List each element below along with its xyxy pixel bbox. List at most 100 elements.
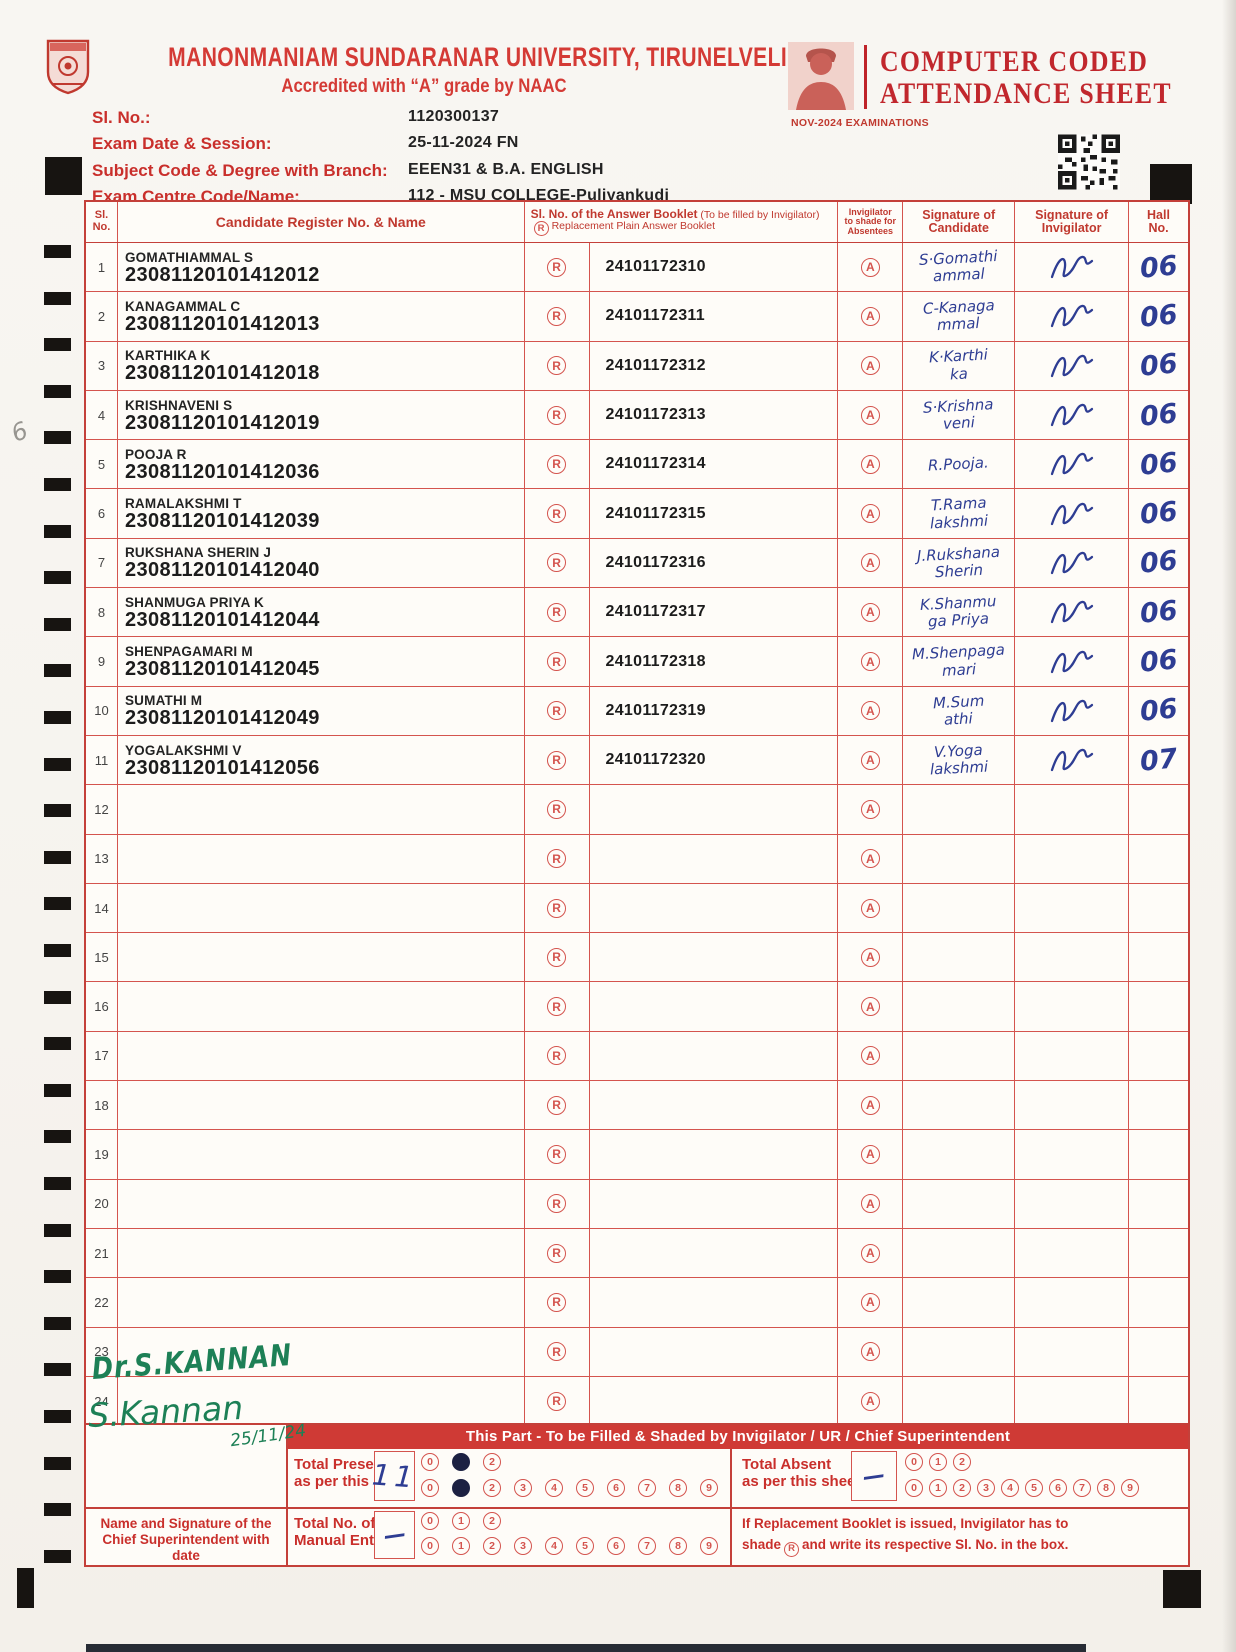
hall-number-cell[interactable]: 06 bbox=[1129, 687, 1188, 735]
candidate-signature[interactable] bbox=[903, 1130, 1016, 1179]
digit-bubble-1[interactable]: 1 bbox=[929, 1453, 947, 1471]
digit-bubble-3[interactable]: 3 bbox=[977, 1479, 995, 1497]
booklet-serial-number[interactable] bbox=[590, 785, 839, 834]
booklet-serial-number[interactable] bbox=[590, 982, 839, 1031]
booklet-serial-number[interactable] bbox=[590, 1327, 839, 1376]
digit-bubble-0[interactable]: 0 bbox=[421, 1453, 439, 1471]
replacement-R-bubble[interactable]: R bbox=[547, 1046, 567, 1066]
booklet-serial-number[interactable]: 24101172317 bbox=[590, 588, 839, 637]
absent-A-bubble[interactable]: A bbox=[860, 701, 880, 721]
absent-A-bubble[interactable]: A bbox=[860, 1292, 880, 1312]
booklet-serial-number[interactable] bbox=[590, 834, 839, 883]
invigilator-signature[interactable] bbox=[1015, 933, 1130, 982]
hall-number-cell[interactable]: 06 bbox=[1129, 637, 1188, 685]
replacement-R-bubble[interactable]: R bbox=[547, 799, 567, 819]
replacement-R-bubble[interactable]: R bbox=[547, 454, 567, 474]
digit-bubble-2[interactable]: 2 bbox=[483, 1453, 501, 1471]
hall-number-cell[interactable] bbox=[1129, 1377, 1188, 1426]
candidate-signature[interactable]: K·Karthi ka bbox=[903, 341, 1016, 390]
absent-A-bubble[interactable]: A bbox=[860, 602, 880, 622]
invigilator-signature[interactable] bbox=[1015, 292, 1130, 341]
replacement-R-bubble[interactable]: R bbox=[547, 997, 567, 1017]
absent-A-bubble[interactable]: A bbox=[860, 504, 880, 524]
digit-bubble-7[interactable]: 7 bbox=[638, 1479, 656, 1497]
hall-number-cell[interactable] bbox=[1129, 1081, 1188, 1129]
candidate-signature[interactable] bbox=[903, 883, 1016, 933]
absent-A-bubble[interactable]: A bbox=[860, 997, 880, 1017]
hall-number-cell[interactable]: 06 bbox=[1129, 588, 1188, 636]
booklet-serial-number[interactable]: 24101172315 bbox=[590, 489, 839, 538]
absent-A-bubble[interactable]: A bbox=[860, 652, 880, 672]
invigilator-signature[interactable] bbox=[1015, 341, 1130, 390]
booklet-serial-number[interactable] bbox=[590, 1130, 839, 1179]
invigilator-signature[interactable] bbox=[1015, 834, 1130, 883]
replacement-R-bubble[interactable]: R bbox=[547, 849, 567, 869]
candidate-signature[interactable] bbox=[903, 1228, 1016, 1278]
candidate-signature[interactable] bbox=[903, 1278, 1016, 1327]
hall-number-cell[interactable] bbox=[1129, 933, 1188, 981]
digit-bubble-1[interactable]: 1 bbox=[929, 1479, 947, 1497]
booklet-serial-number[interactable]: 24101172310 bbox=[590, 243, 839, 292]
candidate-signature[interactable]: M.Sum athi bbox=[903, 686, 1016, 735]
hall-number-cell[interactable]: 06 bbox=[1129, 243, 1188, 291]
hall-number-cell[interactable] bbox=[1129, 1130, 1188, 1178]
invigilator-signature[interactable] bbox=[1015, 883, 1130, 933]
invigilator-signature[interactable] bbox=[1015, 1179, 1130, 1228]
candidate-signature[interactable] bbox=[903, 1081, 1016, 1130]
hall-number-cell[interactable]: 06 bbox=[1129, 342, 1188, 390]
candidate-signature[interactable] bbox=[903, 834, 1016, 883]
digit-bubble-3[interactable]: 3 bbox=[514, 1537, 532, 1555]
invigilator-signature[interactable] bbox=[1015, 243, 1130, 292]
booklet-serial-number[interactable] bbox=[590, 1278, 839, 1327]
candidate-signature[interactable]: J.Rukshana Sherin bbox=[903, 538, 1016, 588]
hall-number-cell[interactable] bbox=[1129, 1229, 1188, 1277]
candidate-signature[interactable]: K.Shanmu ga Priya bbox=[903, 588, 1016, 637]
replacement-R-bubble[interactable]: R bbox=[547, 1095, 567, 1115]
digit-bubble-6[interactable]: 6 bbox=[1049, 1479, 1067, 1497]
hall-number-cell[interactable] bbox=[1129, 785, 1188, 833]
replacement-R-bubble[interactable]: R bbox=[547, 1391, 567, 1411]
replacement-R-bubble[interactable]: R bbox=[547, 898, 567, 918]
digit-bubble-2[interactable]: 2 bbox=[953, 1479, 971, 1497]
replacement-R-bubble[interactable]: R bbox=[547, 602, 567, 622]
absent-A-bubble[interactable]: A bbox=[860, 750, 880, 770]
candidate-signature[interactable]: M.Shenpaga mari bbox=[903, 637, 1016, 686]
digit-bubble-2[interactable]: 2 bbox=[483, 1537, 501, 1555]
absent-A-bubble[interactable]: A bbox=[860, 553, 880, 573]
booklet-serial-number[interactable]: 24101172314 bbox=[590, 440, 839, 489]
hall-number-cell[interactable]: 06 bbox=[1129, 489, 1188, 537]
booklet-serial-number[interactable]: 24101172319 bbox=[590, 686, 839, 735]
digit-bubble-4[interactable]: 4 bbox=[545, 1479, 563, 1497]
booklet-serial-number[interactable]: 24101172313 bbox=[590, 390, 839, 440]
digit-bubble-2[interactable]: 2 bbox=[483, 1479, 501, 1497]
booklet-serial-number[interactable]: 24101172311 bbox=[590, 292, 839, 341]
digit-bubble-0[interactable]: 0 bbox=[421, 1537, 439, 1555]
candidate-signature[interactable]: C-Kanaga mmal bbox=[903, 292, 1016, 341]
invigilator-signature[interactable] bbox=[1015, 686, 1130, 735]
booklet-serial-number[interactable] bbox=[590, 883, 839, 933]
hall-number-cell[interactable] bbox=[1129, 884, 1188, 932]
absent-A-bubble[interactable]: A bbox=[860, 257, 880, 277]
digit-bubble-1[interactable]: 1 bbox=[452, 1512, 470, 1530]
hall-number-cell[interactable]: 06 bbox=[1129, 539, 1188, 587]
booklet-serial-number[interactable] bbox=[590, 1376, 839, 1427]
replacement-R-bubble[interactable]: R bbox=[547, 750, 567, 770]
hall-number-cell[interactable] bbox=[1129, 1032, 1188, 1080]
absent-A-bubble[interactable]: A bbox=[860, 1342, 880, 1362]
replacement-R-bubble[interactable]: R bbox=[547, 356, 567, 376]
invigilator-signature[interactable] bbox=[1015, 1327, 1130, 1376]
digit-bubble-1[interactable]: 1 bbox=[452, 1453, 470, 1471]
digit-bubble-5[interactable]: 5 bbox=[576, 1537, 594, 1555]
invigilator-signature[interactable] bbox=[1015, 1228, 1130, 1278]
candidate-signature[interactable] bbox=[903, 982, 1016, 1031]
absent-A-bubble[interactable]: A bbox=[860, 1144, 880, 1164]
digit-bubble-2[interactable]: 2 bbox=[483, 1512, 501, 1530]
replacement-R-bubble[interactable]: R bbox=[547, 1194, 567, 1214]
candidate-signature[interactable] bbox=[903, 1179, 1016, 1228]
digit-bubble-4[interactable]: 4 bbox=[1001, 1479, 1019, 1497]
digit-bubble-9[interactable]: 9 bbox=[1121, 1479, 1139, 1497]
digit-bubble-8[interactable]: 8 bbox=[1097, 1479, 1115, 1497]
invigilator-signature[interactable] bbox=[1015, 637, 1130, 686]
digit-bubble-1[interactable]: 1 bbox=[452, 1479, 470, 1497]
absent-A-bubble[interactable]: A bbox=[860, 1243, 880, 1263]
